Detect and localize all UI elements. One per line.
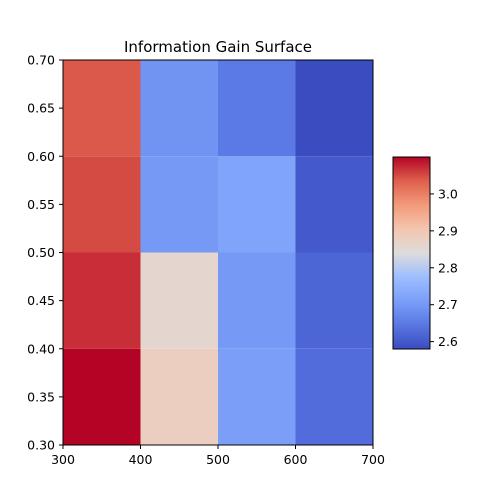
heatmap-cell <box>140 348 218 445</box>
heatmap-cell <box>63 252 141 349</box>
y-tick-label: 0.35 <box>27 389 55 404</box>
heatmap-cell <box>218 60 296 157</box>
x-tick-label: 300 <box>51 452 75 467</box>
heatmap-cell <box>63 348 141 445</box>
heatmap-cell <box>295 348 373 445</box>
y-axis: 0.30 0.35 0.40 0.45 0.50 0.55 0.60 0.65 0.70 <box>27 53 63 453</box>
heatmap-cell <box>218 156 296 253</box>
y-tick-label: 0.50 <box>27 245 55 260</box>
x-axis: 300 400 500 600 700 <box>51 445 385 467</box>
y-tick-label: 0.30 <box>27 438 55 453</box>
colorbar-tick-label: 2.6 <box>438 334 458 349</box>
y-tick-label: 0.40 <box>27 341 55 356</box>
heatmap-cell <box>295 60 373 157</box>
heatmap-cell <box>295 252 373 349</box>
heatmap-cell <box>140 156 218 253</box>
y-tick-label: 0.55 <box>27 197 55 212</box>
y-tick-label: 0.65 <box>27 101 55 116</box>
colorbar-tick-label: 2.9 <box>438 223 458 238</box>
y-tick-label: 0.60 <box>27 149 55 164</box>
x-tick-label: 700 <box>361 452 385 467</box>
heatmap-cell <box>140 252 218 349</box>
heatmap-cells <box>63 60 373 445</box>
colorbar: 2.6 2.7 2.8 2.9 3.0 <box>392 156 458 350</box>
colorbar-gradient <box>392 156 431 350</box>
heatmap-cell <box>218 348 296 445</box>
x-tick-label: 600 <box>284 452 308 467</box>
heatmap-cell <box>63 60 141 157</box>
heatmap-cell <box>295 156 373 253</box>
chart-title: Information Gain Surface <box>124 38 312 56</box>
heatmap-cell <box>140 60 218 157</box>
colorbar-tick-label: 3.0 <box>438 186 458 201</box>
y-tick-label: 0.70 <box>27 53 55 68</box>
heatmap-cell <box>218 252 296 349</box>
colorbar-tick-label: 2.8 <box>438 260 458 275</box>
y-tick-label: 0.45 <box>27 293 55 308</box>
heatmap-cell <box>63 156 141 253</box>
x-tick-label: 400 <box>129 452 153 467</box>
colorbar-tick-label: 2.7 <box>438 297 458 312</box>
x-tick-label: 500 <box>206 452 230 467</box>
